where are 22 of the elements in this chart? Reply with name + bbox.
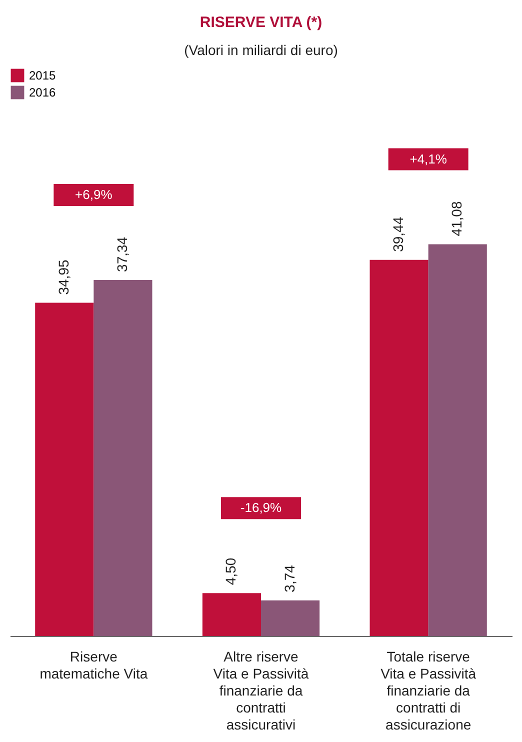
x-tick-label: Riserve matematiche Vita bbox=[40, 648, 148, 682]
data-label: 41,08 bbox=[448, 201, 465, 236]
x-tick-label: Altre riserve Vita e Passività finanziarie da contratti assicurativi bbox=[213, 648, 309, 732]
data-label: 37,34 bbox=[114, 236, 130, 272]
bar bbox=[202, 593, 261, 636]
data-label: 3,74 bbox=[281, 564, 298, 592]
bar bbox=[261, 600, 320, 636]
bar bbox=[35, 302, 94, 636]
legend-label: 2016 bbox=[29, 86, 56, 100]
text: +6,9% bbox=[75, 186, 113, 202]
chart-subtitle: (Valori in miliardi di euro) bbox=[184, 42, 338, 58]
bar bbox=[428, 244, 487, 636]
x-tick-label: Totale riserve Vita e Passività finanziarie da contratti di assicurazione bbox=[380, 648, 476, 732]
chart-title: RISERVE VITA (*) bbox=[200, 14, 322, 31]
legend-label: 2015 bbox=[29, 68, 56, 82]
text: +4,1% bbox=[410, 151, 448, 166]
data-label: 4,50 bbox=[222, 558, 239, 586]
annotation: -16,9% bbox=[240, 500, 282, 516]
data-label: 39,44 bbox=[390, 216, 406, 252]
bar bbox=[370, 260, 428, 636]
bar bbox=[94, 280, 152, 636]
data-label: 34,95 bbox=[55, 259, 72, 295]
